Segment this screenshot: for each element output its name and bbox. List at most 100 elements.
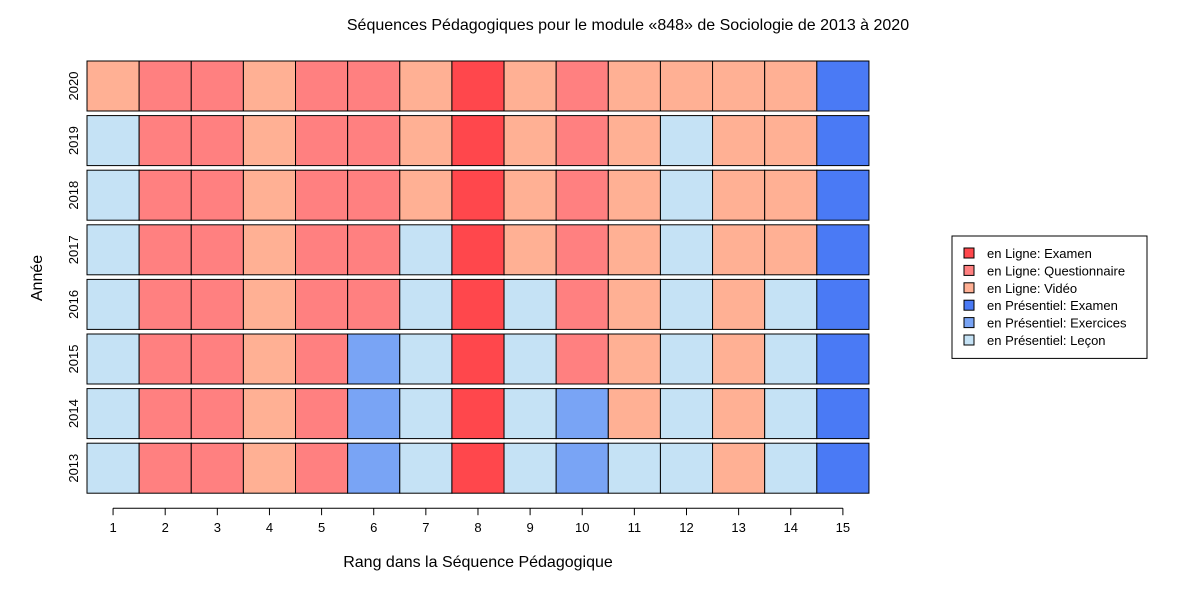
x-tick-label-11: 11	[628, 520, 642, 535]
heatmap-cell-2013-8	[451, 442, 505, 494]
heatmap-cell-2015-7	[399, 333, 453, 385]
heatmap-cell-2014-2	[138, 388, 192, 440]
y-axis-title: Année	[29, 255, 46, 301]
legend-label-PX: en Présentiel: Exercices	[987, 316, 1127, 331]
heatmap-cell-2016-9	[503, 278, 557, 330]
heatmap-cells	[86, 60, 870, 494]
heatmap-cell-2015-2	[138, 333, 192, 385]
heatmap-cell-2017-1	[86, 224, 140, 276]
legend-swatch-PE	[963, 299, 975, 311]
heatmap-cell-2020-9	[503, 60, 557, 112]
heatmap-cell-2014-13	[712, 388, 766, 440]
heatmap-cell-2015-11	[607, 333, 661, 385]
x-tick-label-15: 15	[836, 520, 850, 535]
x-tick-label-4: 4	[266, 520, 273, 535]
heatmap-cell-2017-3	[190, 224, 244, 276]
heatmap-cell-2019-15	[816, 115, 870, 167]
heatmap-cell-2016-15	[816, 278, 870, 330]
heatmap-cell-2013-4	[242, 442, 297, 494]
heatmap-cell-2017-4	[242, 224, 297, 276]
heatmap-cell-2020-12	[659, 60, 714, 112]
heatmap-cell-2014-10	[555, 388, 609, 440]
heatmap-cell-2017-8	[451, 224, 505, 276]
heatmap-cell-2020-11	[607, 60, 661, 112]
heatmap-cell-2015-13	[712, 333, 766, 385]
y-tick-label-2019: 2019	[66, 126, 81, 155]
legend-swatch-PL	[963, 334, 975, 346]
heatmap-cell-2014-4	[242, 388, 297, 440]
heatmap-cell-2017-14	[764, 224, 818, 276]
heatmap-cell-2016-12	[659, 278, 714, 330]
x-tick-label-12: 12	[679, 520, 693, 535]
heatmap-cell-2019-7	[399, 115, 453, 167]
heatmap-cell-2018-4	[242, 169, 297, 221]
x-tick-label-5: 5	[318, 520, 325, 535]
heatmap-cell-2018-13	[712, 169, 766, 221]
heatmap-cell-2014-1	[86, 388, 140, 440]
heatmap-cell-2018-15	[816, 169, 870, 221]
heatmap-cell-2016-11	[607, 278, 661, 330]
heatmap-cell-2015-15	[816, 333, 870, 385]
heatmap-cell-2015-12	[659, 333, 714, 385]
heatmap-cell-2014-14	[764, 388, 818, 440]
y-tick-label-2013: 2013	[66, 454, 81, 483]
heatmap-cell-2020-6	[347, 60, 401, 112]
heatmap-cell-2017-2	[138, 224, 192, 276]
legend: en Ligne: Examen en Ligne: Questionnaire e…	[951, 235, 1148, 359]
heatmap-cell-2017-10	[555, 224, 609, 276]
heatmap-cell-2018-12	[659, 169, 714, 221]
y-tick-label-2016: 2016	[66, 290, 81, 319]
legend-label-LE: en Ligne: Examen	[987, 246, 1092, 261]
heatmap-cell-2015-4	[242, 333, 297, 385]
heatmap-cell-2019-11	[607, 115, 661, 167]
heatmap-cell-2018-3	[190, 169, 244, 221]
heatmap-cell-2018-2	[138, 169, 192, 221]
heatmap-cell-2018-5	[295, 169, 349, 221]
x-axis: 1 2 3 4 5 6 7 8 9 10 11 12 13 14 15	[109, 507, 850, 535]
heatmap-cell-2016-10	[555, 278, 609, 330]
heatmap-cell-2019-2	[138, 115, 192, 167]
x-axis-title: Rang dans la Séquence Pédagogique	[343, 554, 613, 571]
x-tick-label-8: 8	[474, 520, 481, 535]
heatmap-cell-2016-13	[712, 278, 766, 330]
heatmap-cell-2017-13	[712, 224, 766, 276]
heatmap-cell-2014-11	[607, 388, 661, 440]
heatmap-cell-2017-12	[659, 224, 714, 276]
heatmap-cell-2020-14	[764, 60, 818, 112]
heatmap-cell-2017-15	[816, 224, 870, 276]
x-tick-label-3: 3	[214, 520, 221, 535]
heatmap-cell-2017-11	[607, 224, 661, 276]
heatmap-cell-2016-7	[399, 278, 453, 330]
heatmap-cell-2013-1	[86, 442, 140, 494]
heatmap-cell-2018-7	[399, 169, 453, 221]
heatmap-cell-2020-10	[555, 60, 609, 112]
heatmap-cell-2018-14	[764, 169, 818, 221]
heatmap-cell-2014-9	[503, 388, 557, 440]
x-tick-label-13: 13	[731, 520, 745, 535]
heatmap-cell-2015-9	[503, 333, 557, 385]
heatmap-cell-2020-15	[816, 60, 870, 112]
legend-label-LQ: en Ligne: Questionnaire	[987, 263, 1125, 278]
heatmap-cell-2018-1	[86, 169, 140, 221]
legend-label-PL: en Présentiel: Leçon	[987, 333, 1106, 348]
x-tick-label-9: 9	[526, 520, 533, 535]
heatmap-cell-2020-8	[451, 60, 505, 112]
y-tick-label-2015: 2015	[66, 345, 81, 374]
legend-swatch-LV	[963, 282, 975, 294]
heatmap-cell-2019-3	[190, 115, 244, 167]
heatmap-cell-2018-10	[555, 169, 609, 221]
heatmap-cell-2013-11	[607, 442, 661, 494]
legend-box	[951, 235, 1148, 359]
heatmap-cell-2019-14	[764, 115, 818, 167]
x-tick-label-7: 7	[422, 520, 429, 535]
heatmap-cell-2014-3	[190, 388, 244, 440]
heatmap-cell-2017-7	[399, 224, 453, 276]
heatmap-cell-2015-8	[451, 333, 505, 385]
legend-swatch-PX	[963, 317, 975, 329]
heatmap-cell-2014-15	[816, 388, 870, 440]
heatmap-cell-2018-9	[503, 169, 557, 221]
heatmap-cell-2013-14	[764, 442, 818, 494]
heatmap-cell-2013-6	[347, 442, 401, 494]
